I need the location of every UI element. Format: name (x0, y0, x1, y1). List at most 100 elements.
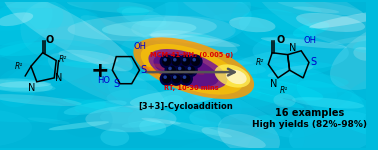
Ellipse shape (90, 64, 147, 98)
Text: OH: OH (303, 36, 316, 45)
Circle shape (163, 58, 170, 65)
Circle shape (174, 76, 176, 78)
Ellipse shape (0, 81, 51, 88)
Ellipse shape (167, 62, 204, 75)
Ellipse shape (353, 47, 375, 61)
Ellipse shape (67, 0, 153, 13)
Ellipse shape (0, 0, 47, 9)
Text: O: O (276, 35, 284, 45)
Ellipse shape (253, 113, 327, 140)
Ellipse shape (256, 0, 378, 50)
Circle shape (169, 67, 171, 70)
Ellipse shape (155, 66, 293, 138)
Circle shape (174, 58, 176, 61)
Ellipse shape (189, 47, 229, 57)
Ellipse shape (64, 100, 127, 115)
Ellipse shape (239, 9, 316, 48)
Text: R²: R² (256, 58, 264, 67)
Ellipse shape (255, 52, 338, 106)
Ellipse shape (292, 97, 364, 109)
Circle shape (172, 75, 180, 83)
Ellipse shape (353, 34, 378, 53)
Ellipse shape (122, 120, 161, 128)
Ellipse shape (26, 0, 108, 47)
Ellipse shape (141, 44, 243, 95)
Text: N: N (28, 83, 36, 93)
Ellipse shape (68, 15, 217, 41)
Ellipse shape (144, 67, 262, 99)
Text: N: N (55, 73, 63, 83)
Ellipse shape (229, 17, 276, 32)
Ellipse shape (133, 37, 254, 99)
Ellipse shape (297, 80, 378, 137)
Ellipse shape (0, 109, 32, 147)
Ellipse shape (128, 102, 231, 140)
Text: MCM-41-NH₂ (0.005 g): MCM-41-NH₂ (0.005 g) (150, 52, 233, 58)
Ellipse shape (108, 70, 242, 124)
Circle shape (170, 55, 183, 68)
Text: R¹: R¹ (280, 86, 288, 95)
Circle shape (175, 64, 187, 76)
Ellipse shape (149, 49, 228, 89)
Ellipse shape (180, 87, 307, 126)
Text: +: + (90, 61, 109, 81)
Ellipse shape (81, 15, 172, 59)
Text: 16 examples: 16 examples (275, 108, 345, 118)
Ellipse shape (289, 111, 378, 150)
Ellipse shape (131, 16, 235, 44)
Ellipse shape (100, 129, 129, 146)
Ellipse shape (57, 99, 113, 138)
Text: RT, 10-30 mins: RT, 10-30 mins (164, 85, 219, 91)
Ellipse shape (48, 53, 164, 110)
Ellipse shape (189, 110, 222, 128)
Ellipse shape (201, 127, 266, 148)
Ellipse shape (63, 61, 103, 68)
Ellipse shape (206, 0, 297, 50)
Ellipse shape (0, 98, 80, 122)
Ellipse shape (218, 114, 280, 150)
Circle shape (164, 76, 166, 78)
Ellipse shape (132, 128, 256, 150)
Ellipse shape (139, 119, 166, 136)
Ellipse shape (139, 0, 252, 49)
Circle shape (163, 75, 170, 83)
Ellipse shape (253, 34, 349, 69)
Circle shape (183, 76, 186, 78)
Circle shape (183, 58, 186, 61)
Ellipse shape (59, 50, 118, 64)
Ellipse shape (238, 78, 323, 101)
Ellipse shape (230, 0, 311, 48)
Ellipse shape (149, 33, 240, 47)
Text: S: S (113, 79, 119, 89)
Ellipse shape (330, 19, 378, 90)
Ellipse shape (0, 78, 53, 93)
Ellipse shape (119, 0, 178, 32)
Ellipse shape (0, 0, 53, 58)
Ellipse shape (206, 0, 322, 14)
Circle shape (180, 73, 192, 85)
Ellipse shape (246, 121, 305, 150)
Ellipse shape (245, 0, 344, 50)
Ellipse shape (62, 98, 133, 112)
Text: N: N (289, 43, 296, 53)
Ellipse shape (122, 7, 167, 27)
Ellipse shape (271, 72, 349, 88)
Circle shape (172, 58, 180, 65)
Ellipse shape (296, 13, 365, 32)
Ellipse shape (49, 121, 109, 130)
Ellipse shape (0, 94, 82, 106)
Ellipse shape (102, 21, 197, 37)
Ellipse shape (37, 78, 117, 114)
Text: R²: R² (59, 55, 67, 64)
Ellipse shape (138, 66, 175, 79)
Ellipse shape (85, 106, 177, 132)
Ellipse shape (20, 1, 75, 57)
Circle shape (160, 73, 173, 85)
Ellipse shape (107, 89, 168, 108)
Ellipse shape (117, 6, 149, 16)
Ellipse shape (268, 65, 313, 77)
Ellipse shape (0, 12, 33, 26)
Ellipse shape (173, 0, 251, 21)
Ellipse shape (0, 0, 64, 45)
Ellipse shape (161, 95, 183, 108)
